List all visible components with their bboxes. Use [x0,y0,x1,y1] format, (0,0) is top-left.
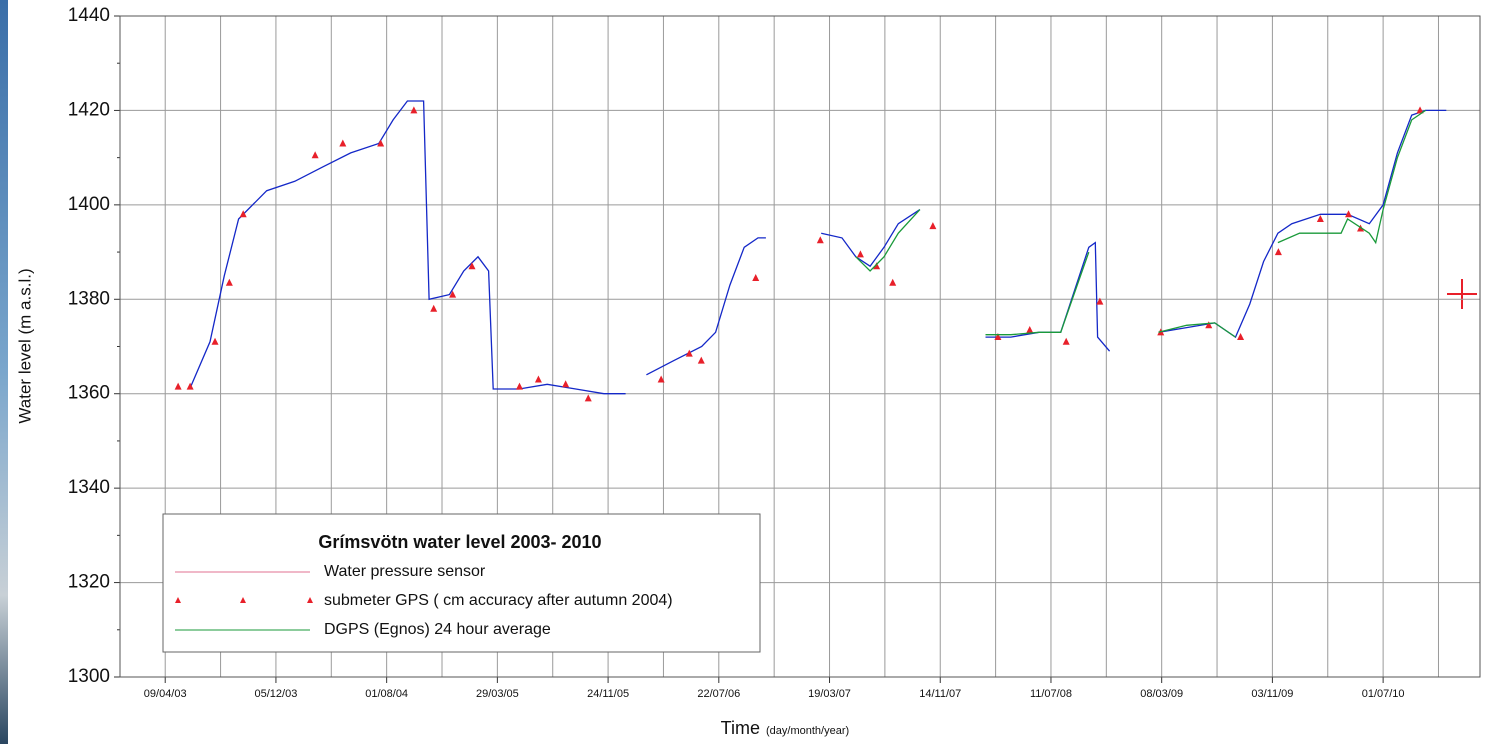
legend-title: Grímsvötn water level 2003- 2010 [318,532,601,552]
legend-swatch [175,597,181,603]
gps-marker [562,380,570,388]
gps-marker [174,382,182,390]
gps-marker [339,139,347,147]
y-tick-label: 1360 [68,383,110,404]
y-tick-label: 1320 [68,572,110,593]
legend: Grímsvötn water level 2003- 2010 Water pr… [162,513,761,653]
x-tick-label: 14/11/07 [919,688,961,700]
x-tick-label: 08/03/09 [1140,688,1183,700]
legend-box [162,513,761,653]
y-tick-label: 1400 [68,194,110,215]
legend-label: Water pressure sensor [324,563,486,580]
data-line [189,100,1447,395]
gps-marker [410,106,418,114]
legend-swatch [240,597,246,603]
gps-marker [929,222,937,230]
legend-swatch [307,597,313,603]
x-tick-label: 29/03/05 [476,688,519,700]
gps-marker [449,290,457,298]
gps-marker [657,375,665,383]
gps-marker [311,151,319,159]
gps-marker [534,375,542,383]
x-tick-label: 03/11/09 [1251,688,1293,700]
gps-marker [1096,297,1104,305]
x-tick-label: 05/12/03 [255,688,298,700]
gps-marker [994,333,1002,341]
gps-marker [584,394,592,402]
y-tick-label: 1380 [68,288,110,309]
y-axis-label: Water level (m a.s.l.) [15,268,34,423]
x-axis-label: Time [721,718,760,738]
y-tick-label: 1420 [68,99,110,120]
gps-marker [1345,210,1353,218]
gps-marker [873,262,881,270]
y-tick-label: 1440 [68,5,110,26]
x-axis-note: (day/month/year) [766,725,849,737]
legend-label: submeter GPS ( cm accuracy after autumn … [324,592,673,609]
cursor-cross [1447,279,1477,309]
gps-marker [239,210,247,218]
gps-marker [816,236,824,244]
gps-marker [1316,215,1324,223]
gps-marker [1416,106,1424,114]
gps-marker [889,278,897,286]
gps-marker [1062,337,1070,345]
x-tick-label: 01/08/04 [365,688,408,700]
gps-marker [516,382,524,390]
gps-marker [225,278,233,286]
x-tick-label: 22/07/06 [697,688,740,700]
gps-marker [752,274,760,282]
gps-marker [1026,325,1034,333]
data-line [855,109,1426,338]
gps-marker [186,382,194,390]
gps-marker [377,139,385,147]
x-tick-label: 19/03/07 [808,688,851,700]
gps-marker [1274,248,1282,256]
gps-marker [697,356,705,364]
gps-marker [430,304,438,312]
x-tick-label: 01/07/10 [1362,688,1405,700]
background-strip [0,0,8,744]
plot-frame [119,15,1481,678]
gps-marker [685,349,693,357]
x-tick-label: 24/11/05 [587,688,629,700]
x-tick-label: 09/04/03 [144,688,187,700]
legend-label: DGPS (Egnos) 24 hour average [324,621,551,638]
gps-marker [468,262,476,270]
gps-marker [211,337,219,345]
y-tick-label: 1300 [68,666,110,687]
gps-marker [1205,321,1213,329]
gps-marker [856,250,864,258]
x-tick-label: 11/07/08 [1030,688,1072,700]
gps-marker [1237,333,1245,341]
y-tick-label: 1340 [68,477,110,498]
